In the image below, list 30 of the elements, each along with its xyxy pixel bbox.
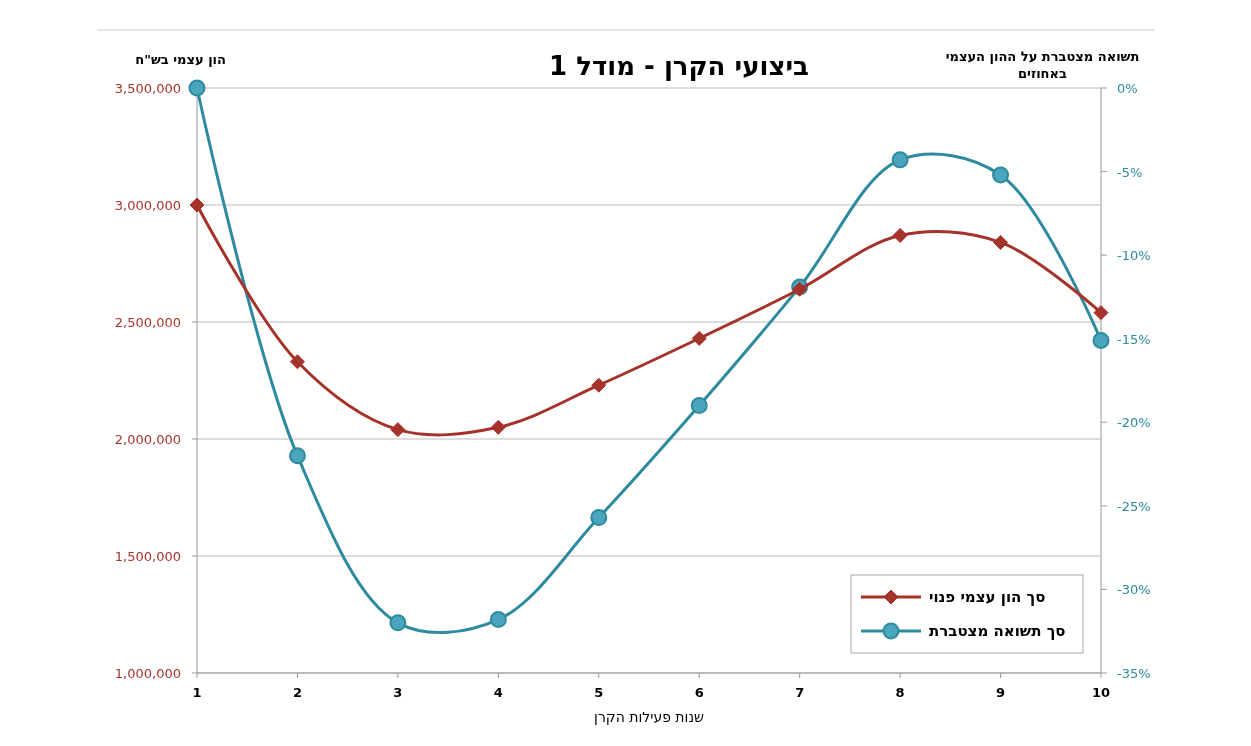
chart-title: ביצועי הקרן - מודל 1	[549, 51, 809, 81]
x-tick-label: 2	[292, 685, 302, 700]
y-tick-label: 3,500,000	[114, 81, 181, 96]
y2-tick-label: -15%	[1117, 331, 1151, 347]
y-tick-label: 2,500,000	[114, 315, 181, 330]
y2-tick-label: -35%	[1117, 666, 1151, 681]
x-tick-label: 7	[795, 685, 805, 700]
legend-label: סך תשואה מצטברת	[929, 622, 1066, 640]
x-tick-label: 9	[996, 685, 1006, 700]
y2-tick-label: -5%	[1117, 164, 1143, 180]
x-tick-label: 5	[594, 685, 604, 700]
x-axis-title: שנות פעילות הקרן	[594, 709, 704, 725]
y-tick-label: 1,000,000	[114, 666, 181, 681]
x-tick-label: 6	[694, 685, 704, 700]
y2-tick-label: -10%	[1117, 248, 1151, 264]
x-tick-label: 4	[493, 685, 503, 700]
y-tick-label: 3,000,000	[114, 198, 181, 213]
y-axis-title: הון עצמי בש"ח	[135, 52, 226, 67]
x-tick-label: 10	[1091, 685, 1111, 700]
y2-tick-label: 0%	[1117, 81, 1138, 96]
y2-axis-title: תשואה מצטברת על ההון העצמי באחוזים	[944, 48, 1141, 82]
x-tick-label: 1	[192, 685, 202, 700]
x-tick-label: 8	[895, 685, 905, 700]
y2-tick-label: -30%	[1117, 582, 1151, 598]
y-tick-label: 2,000,000	[114, 432, 181, 447]
x-tick-label: 3	[393, 685, 403, 700]
y2-tick-label: -20%	[1117, 415, 1151, 431]
y-tick-label: 1,500,000	[114, 549, 181, 564]
legend-label: סך הון עצמי פנוי	[929, 588, 1046, 606]
y2-tick-label: -25%	[1117, 498, 1151, 514]
